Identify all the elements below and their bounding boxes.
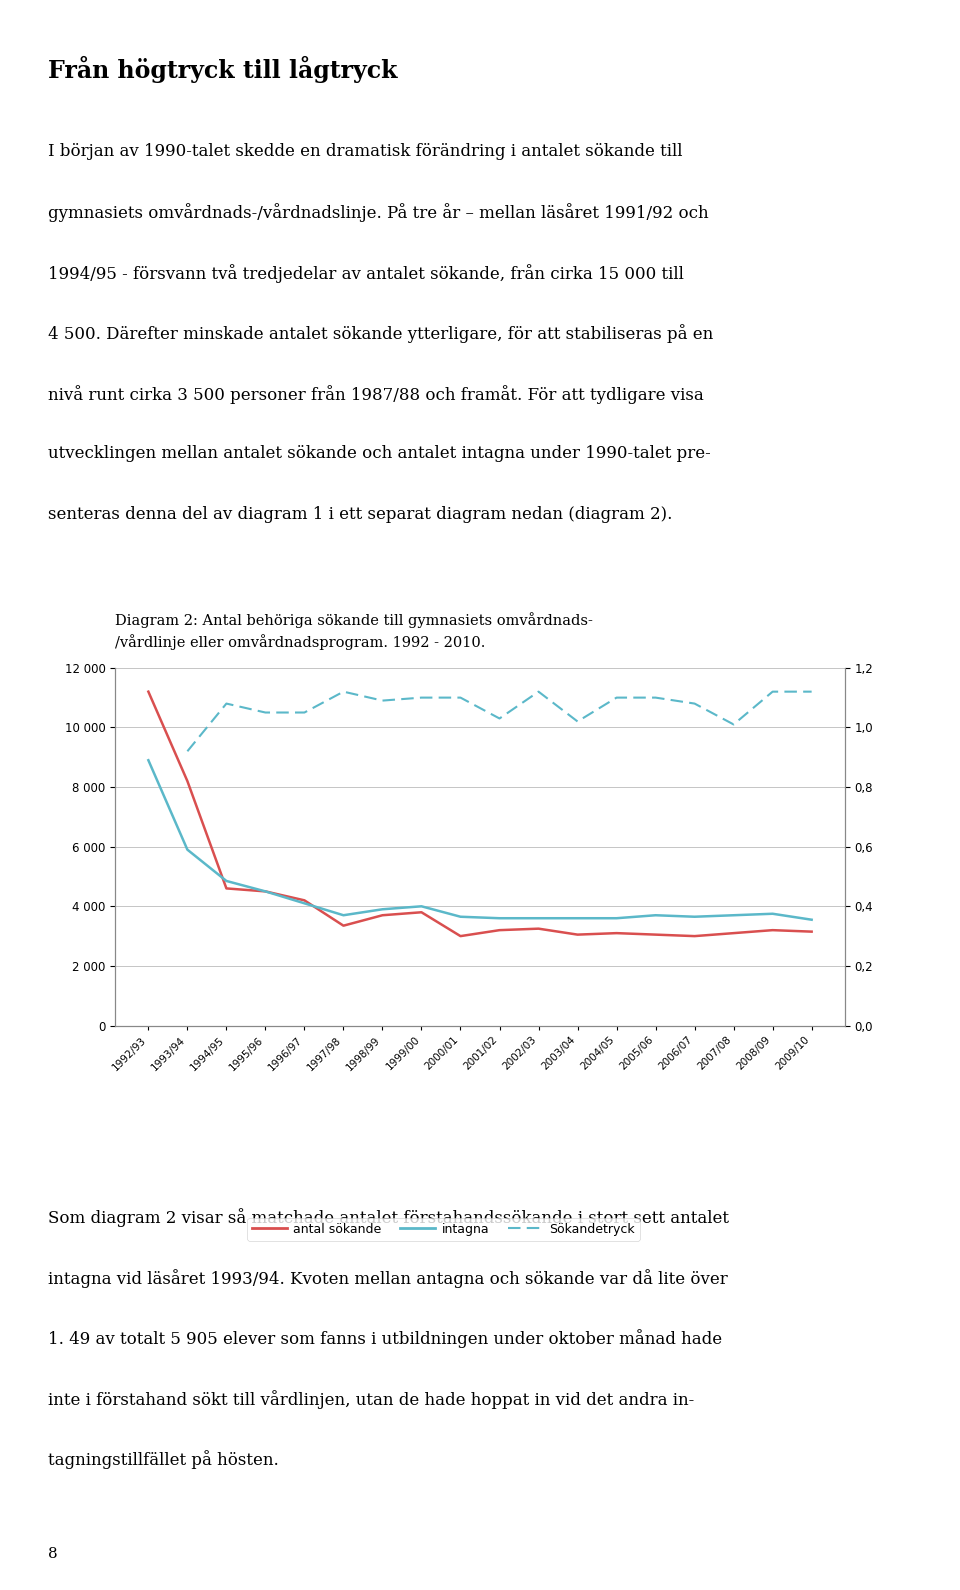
Text: 1. 49 av totalt 5 905 elever som fanns i utbildningen under oktober månad hade: 1. 49 av totalt 5 905 elever som fanns i… [48, 1329, 722, 1348]
Text: Från högtryck till lågtryck: Från högtryck till lågtryck [48, 56, 397, 83]
Text: senteras denna del av diagram 1 i ett separat diagram nedan (diagram 2).: senteras denna del av diagram 1 i ett se… [48, 506, 672, 523]
Text: tagningstillfället på hösten.: tagningstillfället på hösten. [48, 1450, 278, 1469]
Text: inte i förstahand sökt till vårdlinjen, utan de hade hoppat in vid det andra in-: inte i förstahand sökt till vårdlinjen, … [48, 1390, 694, 1409]
Text: gymnasiets omvårdnads-/vårdnadslinje. På tre år – mellan läsåret 1991/92 och: gymnasiets omvårdnads-/vårdnadslinje. På… [48, 204, 708, 223]
Text: 8: 8 [48, 1547, 58, 1561]
Text: Som diagram 2 visar så matchade antalet förstahandssökande i stort sett antalet: Som diagram 2 visar så matchade antalet … [48, 1208, 729, 1227]
Text: utvecklingen mellan antalet sökande och antalet intagna under 1990-talet pre-: utvecklingen mellan antalet sökande och … [48, 445, 710, 463]
Text: nivå runt cirka 3 500 personer från 1987/88 och framåt. För att tydligare visa: nivå runt cirka 3 500 personer från 1987… [48, 385, 704, 404]
Text: I början av 1990-talet skedde en dramatisk förändring i antalet sökande till: I början av 1990-talet skedde en dramati… [48, 143, 683, 161]
Text: intagna vid läsåret 1993/94. Kvoten mellan antagna och sökande var då lite över: intagna vid läsåret 1993/94. Kvoten mell… [48, 1269, 728, 1288]
Text: Diagram 2: Antal behöriga sökande till gymnasiets omvårdnads-
/vårdlinje eller o: Diagram 2: Antal behöriga sökande till g… [115, 612, 593, 650]
Legend: antal sökande, intagna, Sökandetryck: antal sökande, intagna, Sökandetryck [247, 1218, 640, 1240]
Text: 1994/95 - försvann två tredjedelar av antalet sökande, från cirka 15 000 till: 1994/95 - försvann två tredjedelar av an… [48, 264, 684, 283]
Text: 4 500. Därefter minskade antalet sökande ytterligare, för att stabiliseras på en: 4 500. Därefter minskade antalet sökande… [48, 324, 713, 343]
